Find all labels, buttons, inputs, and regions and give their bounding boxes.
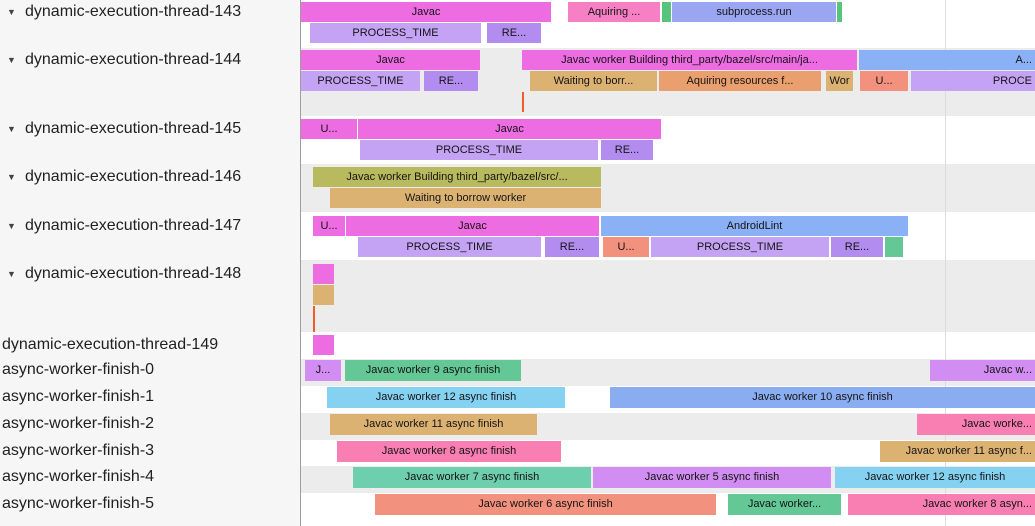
track-label[interactable]: ▼ dynamic-execution-thread-146 xyxy=(0,167,300,187)
track-name: async-worker-finish-3 xyxy=(2,442,155,459)
trace-event-bar[interactable]: Waiting to borr... xyxy=(530,71,657,91)
track-label: async-worker-finish-4 xyxy=(0,467,300,487)
track-name: dynamic-execution-thread-147 xyxy=(25,217,242,234)
trace-event-bar[interactable]: PROCESS_TIME xyxy=(651,237,829,257)
collapse-triangle-icon[interactable]: ▼ xyxy=(7,221,16,231)
track-label: dynamic-execution-thread-149 xyxy=(0,335,300,355)
track-name: dynamic-execution-thread-143 xyxy=(25,3,242,20)
trace-event-bar[interactable]: Javac worker... xyxy=(728,494,841,515)
timeline-gridline xyxy=(945,0,946,526)
track-label: async-worker-finish-3 xyxy=(0,441,300,461)
trace-event-bar[interactable]: J... xyxy=(305,360,341,381)
trace-event-bar[interactable]: Javac xyxy=(346,216,599,236)
track-label[interactable]: ▼ dynamic-execution-thread-145 xyxy=(0,119,300,139)
trace-event-bar[interactable]: Javac worker 9 async finish xyxy=(345,360,521,381)
trace-event-bar[interactable]: Javac w... xyxy=(930,360,1035,381)
trace-event-bar[interactable] xyxy=(313,285,334,305)
collapse-triangle-icon[interactable]: ▼ xyxy=(7,269,16,279)
track-label[interactable]: ▼ dynamic-execution-thread-143 xyxy=(0,2,300,22)
trace-event-bar[interactable]: Javac worker 5 async finish xyxy=(593,467,831,488)
trace-event-bar[interactable]: PROCESS_TIME xyxy=(310,23,481,43)
track-name: dynamic-execution-thread-144 xyxy=(25,51,242,68)
track-name: dynamic-execution-thread-149 xyxy=(2,336,219,353)
trace-event-bar[interactable]: RE... xyxy=(545,237,599,257)
track-name: async-worker-finish-4 xyxy=(2,468,155,485)
trace-event-bar[interactable] xyxy=(313,335,334,355)
track-label[interactable]: ▼ dynamic-execution-thread-147 xyxy=(0,216,300,236)
collapse-triangle-icon[interactable]: ▼ xyxy=(7,55,16,65)
track-label[interactable]: ▼ dynamic-execution-thread-148 xyxy=(0,264,300,284)
trace-event-bar[interactable]: RE... xyxy=(424,71,478,91)
trace-event-bar[interactable]: Javac worke... xyxy=(917,414,1035,435)
trace-event-bar[interactable]: RE... xyxy=(831,237,883,257)
trace-event-bar[interactable]: RE... xyxy=(601,140,653,160)
track-name: dynamic-execution-thread-146 xyxy=(25,168,242,185)
track-name: async-worker-finish-5 xyxy=(2,495,155,512)
track-name: dynamic-execution-thread-148 xyxy=(25,265,242,282)
track-background xyxy=(301,260,1035,332)
trace-event-bar[interactable]: PROCESS_TIME xyxy=(358,237,541,257)
trace-event-bar[interactable]: U... xyxy=(301,119,357,139)
track-label: async-worker-finish-5 xyxy=(0,494,300,514)
trace-event-bar[interactable]: AndroidLint xyxy=(601,216,908,236)
trace-event-bar[interactable]: Javac worker Building third_party/bazel/… xyxy=(313,167,601,187)
trace-event-bar[interactable]: U... xyxy=(313,216,345,236)
trace-event-bar[interactable]: PROCE xyxy=(911,71,1035,91)
trace-event-bar[interactable]: Javac worker 10 async finish xyxy=(610,387,1035,408)
trace-event-bar[interactable]: RE... xyxy=(487,23,541,43)
instant-event-tick[interactable] xyxy=(522,92,524,112)
trace-event-bar[interactable] xyxy=(885,237,903,257)
trace-event-bar[interactable]: Waiting to borrow worker xyxy=(330,188,601,208)
trace-event-bar[interactable]: Wor xyxy=(826,71,853,91)
collapse-triangle-icon[interactable]: ▼ xyxy=(7,124,16,134)
trace-event-bar[interactable]: U... xyxy=(860,71,908,91)
trace-event-bar[interactable] xyxy=(313,264,334,284)
trace-event-bar[interactable]: Javac worker 11 async finish xyxy=(330,414,537,435)
trace-event-bar[interactable]: Javac xyxy=(301,50,480,70)
trace-event-bar[interactable] xyxy=(837,2,842,22)
track-name: async-worker-finish-0 xyxy=(2,361,155,378)
trace-event-bar[interactable]: U... xyxy=(603,237,649,257)
track-label: async-worker-finish-2 xyxy=(0,414,300,434)
collapse-triangle-icon[interactable]: ▼ xyxy=(7,172,16,182)
sidebar-track-names: ▼ dynamic-execution-thread-143 ▼ dynamic-ex… xyxy=(0,0,301,526)
trace-event-bar[interactable]: Javac worker 8 async finish xyxy=(337,441,561,462)
trace-event-bar[interactable]: Javac xyxy=(358,119,661,139)
track-name: dynamic-execution-thread-145 xyxy=(25,120,242,137)
track-name: async-worker-finish-1 xyxy=(2,388,155,405)
trace-event-bar[interactable]: Javac worker 7 async finish xyxy=(353,467,591,488)
track-name: async-worker-finish-2 xyxy=(2,415,155,432)
trace-event-bar[interactable]: Javac worker Building third_party/bazel/… xyxy=(522,50,857,70)
timeline: Javac Aquiring ... subprocess.run PROCESS_T… xyxy=(301,0,1035,526)
track-label[interactable]: ▼ dynamic-execution-thread-144 xyxy=(0,50,300,70)
collapse-triangle-icon[interactable]: ▼ xyxy=(7,7,16,17)
trace-event-bar[interactable]: Javac worker 12 async finish xyxy=(327,387,565,408)
trace-event-bar[interactable]: A... xyxy=(859,50,1035,70)
trace-event-bar[interactable]: subprocess.run xyxy=(672,2,836,22)
trace-event-bar[interactable]: Aquiring ... xyxy=(568,2,660,22)
track-label: async-worker-finish-1 xyxy=(0,387,300,407)
trace-event-bar[interactable]: PROCESS_TIME xyxy=(301,71,420,91)
trace-event-bar[interactable]: Javac xyxy=(301,2,551,22)
track-label: async-worker-finish-0 xyxy=(0,360,300,380)
instant-event-tick[interactable] xyxy=(313,306,315,332)
trace-event-bar[interactable]: Aquiring resources f... xyxy=(659,71,821,91)
trace-event-bar[interactable]: Javac worker 6 async finish xyxy=(375,494,716,515)
trace-event-bar[interactable]: Javac worker 8 asyn... xyxy=(848,494,1035,515)
trace-event-bar[interactable]: Javac worker 11 async f... xyxy=(880,441,1035,462)
trace-event-bar[interactable]: PROCESS_TIME xyxy=(360,140,598,160)
trace-event-bar[interactable] xyxy=(662,2,671,22)
track-background xyxy=(301,332,1035,359)
trace-event-bar[interactable]: Javac worker 12 async finish xyxy=(835,467,1035,488)
